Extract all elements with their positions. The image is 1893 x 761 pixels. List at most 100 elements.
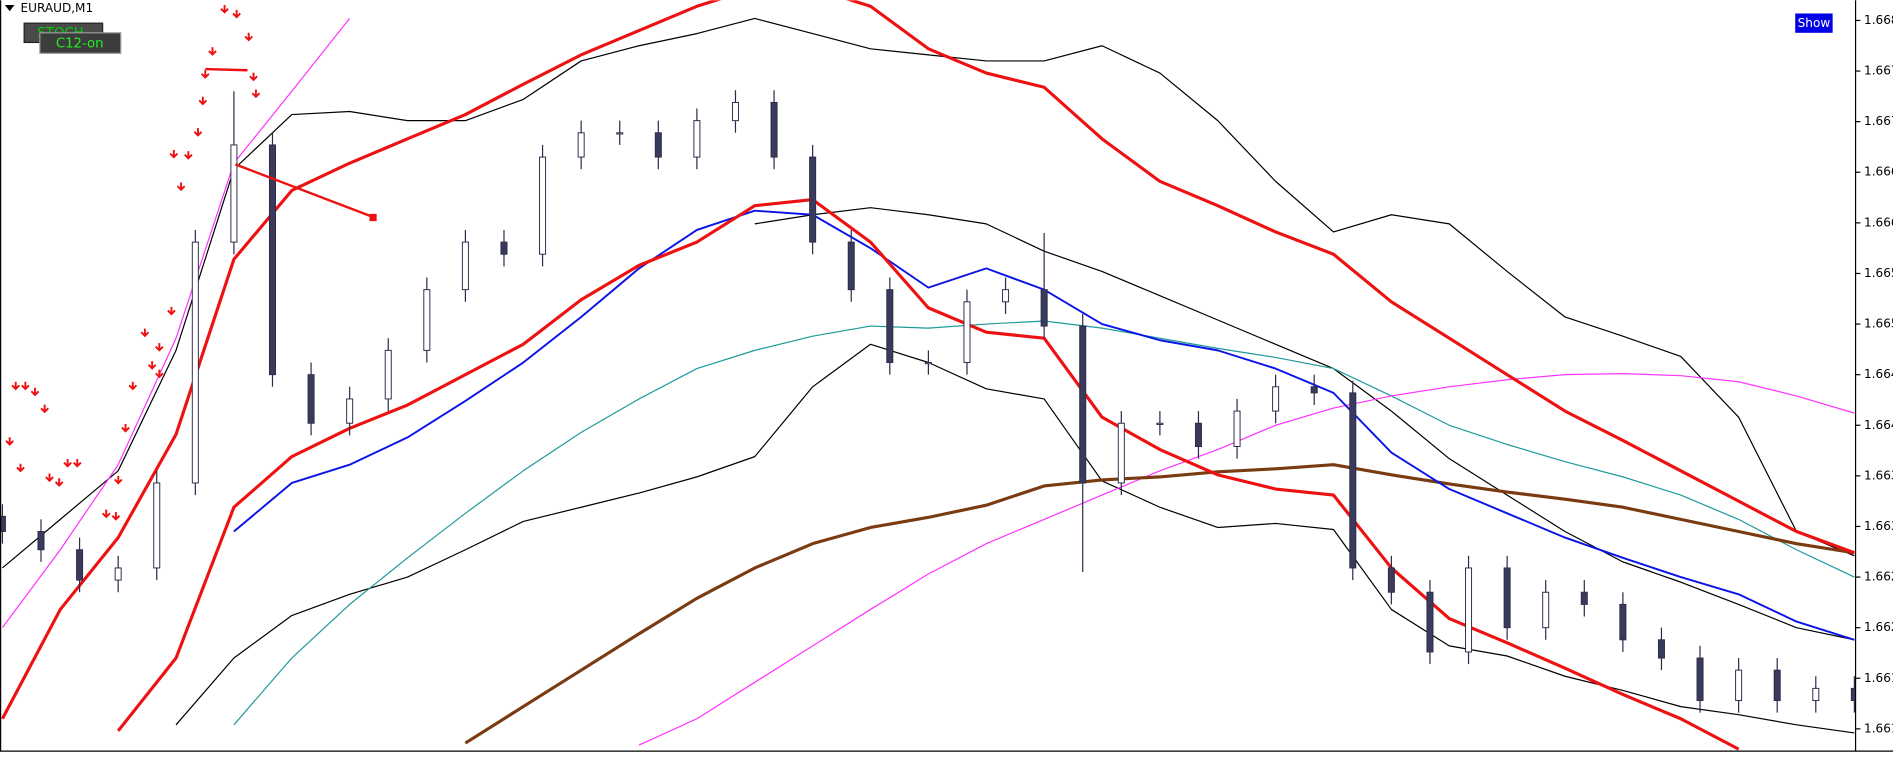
sell-arrow xyxy=(114,475,123,485)
symbol-menu-icon[interactable] xyxy=(4,5,15,12)
candle-body xyxy=(500,241,508,255)
y-tick-label: 1.665 xyxy=(1864,317,1893,331)
sell-arrow xyxy=(155,369,164,379)
candle-body xyxy=(191,241,199,484)
candle-body xyxy=(847,241,855,291)
sell-arrow xyxy=(40,404,49,414)
candle-body xyxy=(346,398,354,424)
candle-body xyxy=(809,156,817,243)
sell-arrow xyxy=(121,423,130,433)
sell-arrow xyxy=(208,47,217,56)
signal-markers xyxy=(5,5,377,521)
sell-arrow xyxy=(251,89,261,99)
candle-body xyxy=(461,241,469,291)
candle-body xyxy=(384,349,392,400)
y-tick-label: 1.663 xyxy=(1864,519,1893,533)
sell-arrow xyxy=(101,509,111,519)
indicator-line xyxy=(754,207,1855,641)
show-button[interactable] xyxy=(1795,13,1833,33)
toggle-button[interactable] xyxy=(39,32,122,54)
sell-arrow xyxy=(30,387,40,397)
candle-body xyxy=(1349,392,1357,569)
candle-body xyxy=(114,567,122,581)
y-tick-label: 1.663 xyxy=(1864,468,1893,482)
candle-body xyxy=(153,482,161,569)
indicator-line xyxy=(464,463,1855,745)
y-tick-label: 1.661 xyxy=(1864,721,1893,735)
sell-arrow xyxy=(184,151,193,160)
candle-body xyxy=(230,144,238,243)
sell-arrow xyxy=(198,96,208,106)
candle-body xyxy=(1002,289,1010,303)
sell-arrow xyxy=(128,381,138,391)
sell-arrow xyxy=(176,182,186,192)
sell-arrow xyxy=(63,458,72,468)
y-tick-label: 1.664 xyxy=(1864,418,1893,432)
indicator-line xyxy=(1,18,1855,746)
candle-body xyxy=(1079,325,1087,484)
candle-body xyxy=(1272,386,1280,412)
y-tick-label: 1.664 xyxy=(1864,367,1893,381)
candle-body xyxy=(1156,422,1164,425)
sell-arrow xyxy=(155,343,164,352)
candle-body xyxy=(1040,289,1048,327)
candle-body xyxy=(0,515,6,533)
sell-arrow xyxy=(5,437,14,446)
y-tick-label: 1.662 xyxy=(1864,570,1893,584)
indicator-line xyxy=(1,0,1855,720)
candle-body xyxy=(1387,567,1395,593)
candle-body xyxy=(577,132,585,158)
candle-body xyxy=(1580,591,1588,605)
symbol-label: EURAUD,M1 xyxy=(21,1,94,15)
candle-body xyxy=(1850,687,1856,702)
candle-body xyxy=(1117,422,1125,484)
level-line xyxy=(205,67,248,72)
indicator-line xyxy=(2,17,1855,569)
show-button-label: Show xyxy=(1798,16,1831,30)
toggle-button-label: C12-on xyxy=(56,37,104,52)
candle-body xyxy=(693,120,701,158)
candle-body xyxy=(1542,591,1550,629)
sell-arrow xyxy=(232,9,241,19)
sell-arrow xyxy=(167,306,176,316)
y-tick-label: 1.666 xyxy=(1864,215,1893,229)
candle-body xyxy=(1696,657,1704,702)
sell-arrow xyxy=(200,70,210,79)
sell-arrow xyxy=(147,361,157,370)
candle-body xyxy=(1503,567,1511,629)
y-tick-label: 1.667 xyxy=(1864,64,1893,78)
y-tick-label: 1.668 xyxy=(1864,13,1893,27)
y-tick-label: 1.661 xyxy=(1864,671,1893,685)
y-tick-label: 1.662 xyxy=(1864,620,1893,634)
sell-arrow xyxy=(111,512,121,521)
indicator-line xyxy=(175,343,1855,734)
candle-body xyxy=(1812,687,1820,702)
sell-arrow xyxy=(140,328,150,338)
candle-body xyxy=(37,531,45,551)
trend-line-handle xyxy=(369,213,377,222)
candle-body xyxy=(1310,386,1318,394)
candle-body xyxy=(1194,422,1202,447)
candle-body xyxy=(76,549,84,581)
sell-arrow xyxy=(21,381,30,391)
sell-arrow xyxy=(249,72,258,82)
sell-arrow xyxy=(244,32,254,42)
sell-arrow xyxy=(220,5,229,14)
candle-body xyxy=(1657,639,1665,659)
candle-body xyxy=(268,144,276,376)
candle-body xyxy=(1426,591,1434,653)
y-tick-label: 1.666 xyxy=(1864,165,1893,179)
candle-body xyxy=(1735,669,1743,702)
candle-body xyxy=(886,289,894,363)
plot-area xyxy=(0,0,1856,751)
candle-body xyxy=(1465,567,1473,653)
candle-body xyxy=(770,101,778,158)
sell-arrow xyxy=(54,478,64,487)
sell-arrow xyxy=(11,381,20,391)
candle-body xyxy=(731,101,739,122)
candle-body xyxy=(616,132,624,135)
price-axis: 1.668 1.667 1.667 1.666 1.666 1.665 1.665 1.664… xyxy=(1855,13,1893,735)
y-tick-label: 1.667 xyxy=(1864,114,1893,128)
